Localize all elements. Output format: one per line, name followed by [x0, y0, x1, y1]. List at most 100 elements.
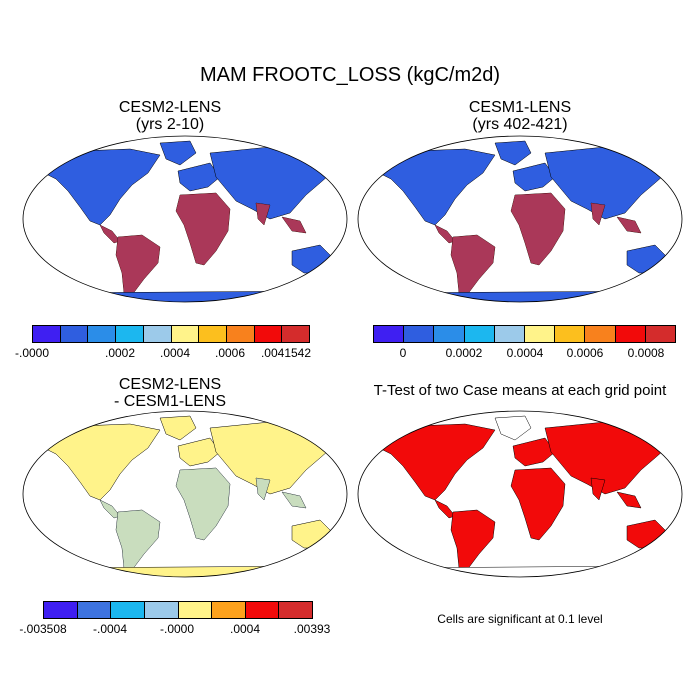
- panel2-antarctica: [364, 290, 676, 302]
- cb1-swatch-9: [282, 326, 310, 342]
- panel4-south-america: [450, 509, 496, 571]
- panel1-greenland: [159, 140, 197, 166]
- panel3-se-asia-hotspot: [282, 492, 306, 508]
- panel4-globe-outline: [357, 410, 683, 578]
- cb3-swatch-6: [245, 602, 280, 618]
- panel1-title: CESM2-LENS (yrs 2-10): [60, 99, 280, 133]
- panel3-title-line1: CESM2-LENS: [118, 376, 222, 393]
- panel2-title-line1: CESM1-LENS: [468, 99, 572, 116]
- panel2-north-america: [376, 148, 496, 226]
- panel3-globe-outline: [22, 410, 348, 578]
- panel4-europe: [512, 437, 556, 467]
- panel2-greenland: [494, 140, 532, 166]
- cb2-tick-0: 0: [399, 346, 407, 360]
- panel2-central-america-hotspot: [435, 225, 455, 243]
- cb1-tick-3: .0006: [214, 346, 246, 360]
- panel1-africa-hotspot: [176, 193, 230, 265]
- cb2-swatch-5: [525, 326, 556, 342]
- panel4-australia: [626, 519, 668, 549]
- panel3-north-america: [41, 423, 161, 501]
- cb1-tick-4: .0041542: [260, 346, 312, 360]
- cb1-swatch-7: [226, 326, 255, 342]
- cb2-swatch-4: [494, 326, 526, 342]
- panel4-significance-note: Cells are significant at 0.1 level: [437, 612, 603, 626]
- cb1-swatch-8: [254, 326, 283, 342]
- panel3-south-america-hotspot: [116, 510, 160, 570]
- cb2-swatch-7: [585, 326, 616, 342]
- panel4-map: [357, 410, 683, 578]
- cb1-swatch-4: [143, 326, 172, 342]
- figure-title: MAM FROOTC_LOSS (kgC/m2d): [199, 64, 501, 86]
- cb2-tick-3: 0.0006: [566, 346, 604, 360]
- panel1-title-line1: CESM2-LENS: [118, 99, 222, 116]
- cb2-swatch-0: [374, 326, 405, 342]
- cb1-swatch-2: [88, 326, 117, 342]
- cb2-swatch-6: [555, 326, 586, 342]
- panel3-title: CESM2-LENS - CESM1-LENS: [60, 376, 280, 410]
- panel1-europe: [177, 162, 221, 192]
- panel1-north-america: [41, 148, 161, 226]
- panel4-se-asia: [616, 491, 642, 509]
- cb2-swatch-8: [615, 326, 646, 342]
- cb3-swatch-3: [144, 602, 179, 618]
- panel3-australia: [291, 519, 333, 549]
- panel4-central-america: [434, 499, 456, 519]
- panel3-greenland: [159, 415, 197, 441]
- cb2-swatch-1: [404, 326, 435, 342]
- panel4-north-america: [376, 423, 496, 501]
- panel1-globe-outline: [22, 135, 348, 303]
- panel3-colorbar: [43, 601, 313, 619]
- panel2-title-line2: (yrs 402-421): [472, 116, 568, 133]
- panel3-central-america-hotspot: [100, 500, 120, 518]
- panel2-africa-hotspot: [511, 193, 565, 265]
- panel3-india-hotspot: [256, 478, 270, 500]
- panel2-australia: [626, 244, 668, 274]
- panel2-land: [364, 140, 676, 302]
- cb3-swatch-0: [44, 602, 78, 618]
- panel4-greenland: [494, 415, 532, 441]
- cb3-swatch-5: [212, 602, 246, 618]
- cb1-swatch-5: [171, 326, 200, 342]
- panel1-title-line2: (yrs 2-10): [135, 116, 205, 133]
- panel2-colorbar: [373, 325, 676, 343]
- cb3-swatch-2: [111, 602, 145, 618]
- cb2-swatch-3: [464, 326, 495, 342]
- panel1-antarctica: [29, 290, 341, 302]
- cb3-swatch-7: [279, 602, 312, 618]
- panel2-map: [357, 135, 683, 303]
- cb2-tick-2: 0.0004: [506, 346, 544, 360]
- panel4-india: [590, 477, 606, 501]
- cb1-swatch-3: [116, 326, 144, 342]
- cb1-tick-1: .0002: [104, 346, 136, 360]
- cb2-swatch-2: [434, 326, 465, 342]
- cb1-tick-0: -.0000: [14, 346, 50, 360]
- cb3-swatch-4: [178, 602, 213, 618]
- panel1-india-hotspot: [256, 203, 270, 225]
- panel2-title: CESM1-LENS (yrs 402-421): [410, 99, 630, 133]
- panel1-australia: [291, 244, 333, 274]
- panel2-globe-outline: [357, 135, 683, 303]
- panel1-land: [29, 140, 341, 302]
- cb3-swatch-1: [77, 602, 112, 618]
- panel4-africa: [510, 467, 566, 541]
- panel1-se-asia-hotspot: [282, 217, 306, 233]
- panel3-africa-hotspot: [176, 468, 230, 540]
- panel3-title-line2: - CESM1-LENS: [113, 393, 227, 410]
- cb3-tick-0: -.003508: [19, 622, 67, 636]
- cb1-tick-0-prefix: -: [14, 346, 19, 360]
- cb3-tick-4: .00393: [293, 622, 331, 636]
- panel1-map: [22, 135, 348, 303]
- panel2-se-asia-hotspot: [617, 217, 641, 233]
- cb1-tick-2: .0004: [159, 346, 191, 360]
- cb2-tick-4: 0.0008: [627, 346, 665, 360]
- panel4-title: T-Test of two Case means at each grid po…: [373, 382, 667, 399]
- panel3-antarctica: [29, 565, 341, 577]
- panel3-map: [22, 410, 348, 578]
- cb3-tick-3: .0004: [229, 622, 261, 636]
- panel4-antarctica: [364, 565, 676, 577]
- panel2-south-america-hotspot: [451, 235, 495, 295]
- cb3-tick-1: -.0004: [92, 622, 128, 636]
- panel2-india-hotspot: [591, 203, 605, 225]
- cb2-swatch-9: [645, 326, 676, 342]
- cb1-swatch-6: [199, 326, 227, 342]
